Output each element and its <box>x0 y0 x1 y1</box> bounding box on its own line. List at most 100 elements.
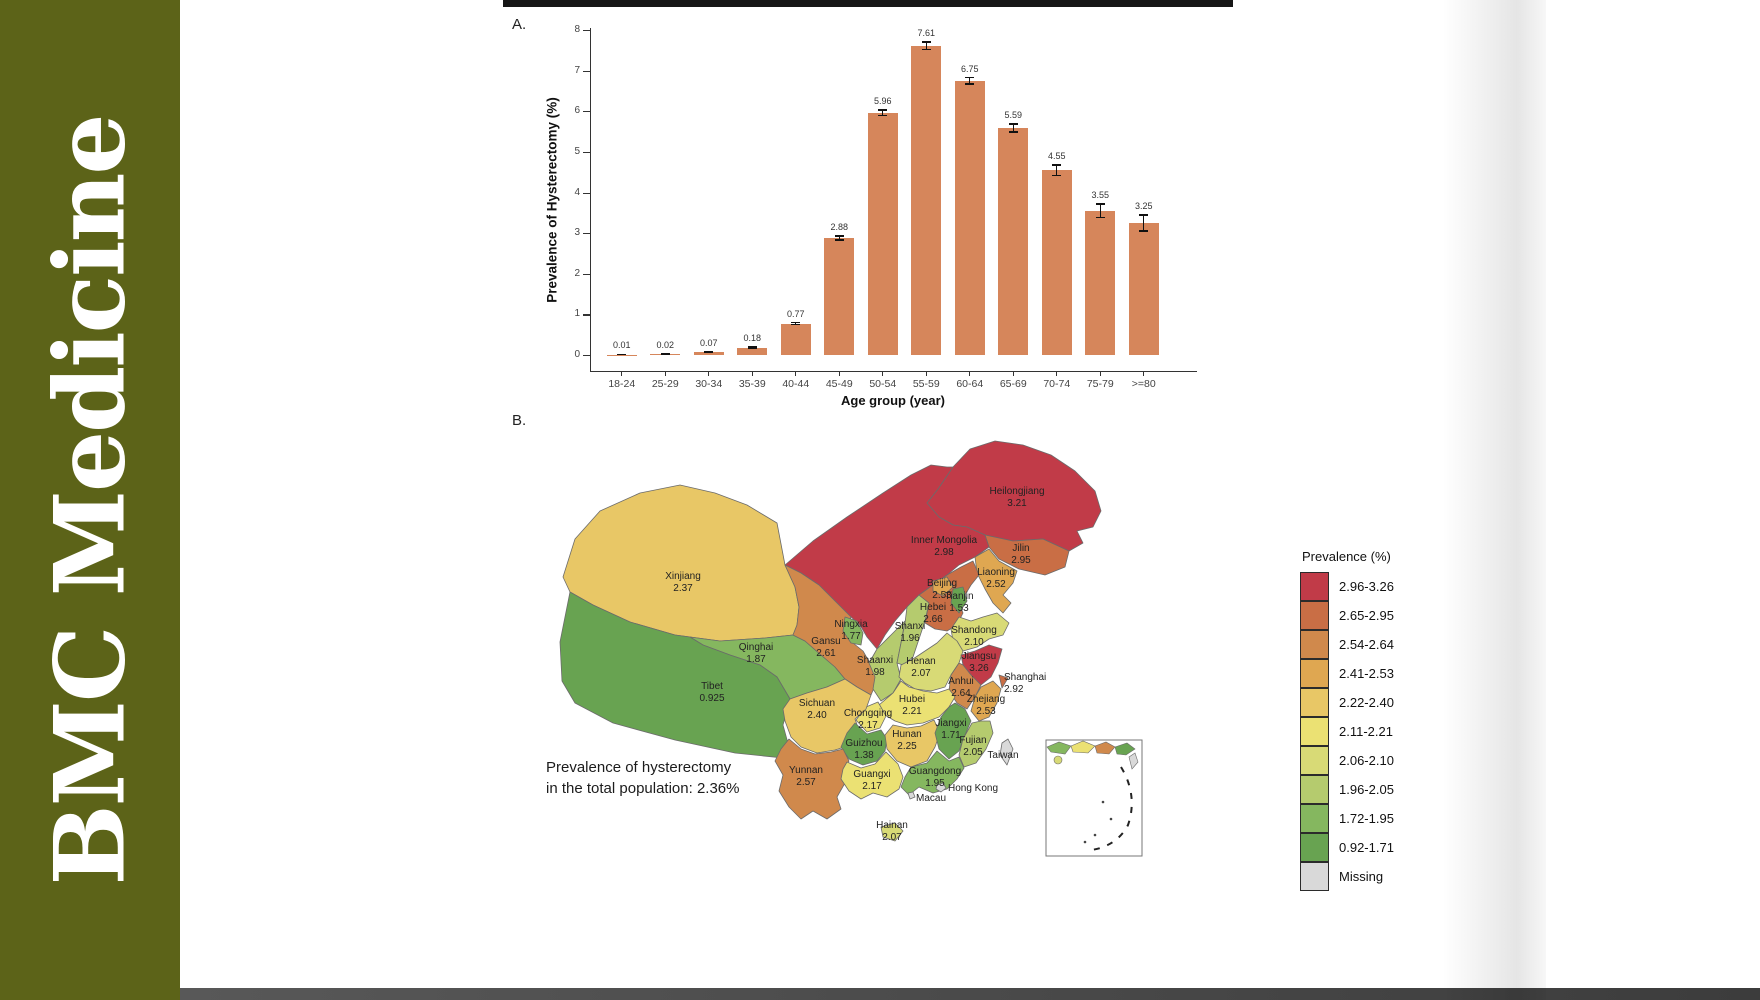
bar-value-label: 5.59 <box>1004 109 1023 120</box>
region-name-label: Sichuan <box>799 698 835 709</box>
inset-islands <box>1083 800 1113 844</box>
y-tick <box>583 314 590 316</box>
south-china-sea-inset <box>1045 739 1143 857</box>
x-category-label: 18-24 <box>608 378 636 390</box>
map-legend: Prevalence (%) 2.96-3.26 2.65-2.95 2.54-2.… <box>1300 549 1394 891</box>
error-bar-cap-bottom <box>747 347 757 350</box>
y-tick-label: 7 <box>574 64 580 76</box>
y-tick <box>583 192 590 194</box>
region-name-label: Xinjiang <box>665 571 701 582</box>
region-name-label: Hainan <box>876 820 908 831</box>
error-bar-cap-bottom <box>1008 131 1018 133</box>
region-value-label: 0.925 <box>699 693 724 704</box>
y-tick <box>583 233 590 235</box>
y-tick <box>583 273 590 275</box>
x-tick <box>1056 371 1058 376</box>
region-value-label: 2.37 <box>673 583 693 594</box>
region-value-label: 2.10 <box>964 637 984 648</box>
region-value-label: 2.07 <box>882 832 902 843</box>
error-bar-cap-top <box>704 350 714 353</box>
region-name-label: Shaanxi <box>857 655 893 666</box>
bar-value-label: 5.96 <box>873 96 892 107</box>
region-value-label: 2.57 <box>796 777 816 788</box>
region-value-label: 2.07 <box>911 668 931 679</box>
error-bar-cap-top <box>965 76 975 79</box>
x-tick <box>925 371 927 376</box>
legend-label: 0.92-1.71 <box>1339 840 1394 855</box>
x-axis-line <box>590 371 1197 373</box>
bar-value-label: 0.77 <box>786 308 805 319</box>
x-category-label: 50-54 <box>869 378 897 390</box>
x-tick <box>621 371 623 376</box>
y-tick-label: 6 <box>574 105 580 117</box>
region-name-label: Jiangxi <box>935 718 966 729</box>
error-bar-cap-bottom <box>921 48 931 51</box>
error-bar-cap-bottom <box>834 239 844 241</box>
bar-35-39 <box>737 347 768 355</box>
x-tick <box>838 371 840 376</box>
province-zhejiang <box>970 680 1002 722</box>
bar-value-label: 0.01 <box>612 340 631 351</box>
legend-row-2.11-2.21: 2.11-2.21 <box>1300 716 1394 746</box>
province-hunan <box>884 719 941 768</box>
legend-label: 2.96-3.26 <box>1339 579 1394 594</box>
x-category-label: 60-64 <box>956 378 984 390</box>
region-value-label: 1.98 <box>865 667 885 678</box>
region-name-label: Beijing <box>927 578 957 589</box>
page-edge-top <box>503 0 1233 7</box>
x-category-label: 25-29 <box>651 378 679 390</box>
legend-row-2.06-2.10: 2.06-2.10 <box>1300 745 1394 775</box>
region-value-label: 2.52 <box>986 579 1006 590</box>
y-tick-label: 1 <box>574 308 580 320</box>
legend-label: 2.22-2.40 <box>1339 695 1394 710</box>
error-bar-cap-bottom <box>617 354 627 356</box>
province-macau <box>907 791 916 800</box>
province-beijing <box>932 576 954 597</box>
bar-value-label: 0.07 <box>699 337 718 348</box>
legend-swatch <box>1300 832 1329 862</box>
legend-swatch <box>1300 803 1329 833</box>
province-guizhou <box>840 722 888 766</box>
x-category-label: 70-74 <box>1043 378 1071 390</box>
y-tick-label: 0 <box>574 349 580 360</box>
inset-hainan <box>1053 755 1063 765</box>
province-jilin <box>984 534 1070 576</box>
region-name-label: Anhui <box>948 676 974 687</box>
legend-row-0.92-1.71: 0.92-1.71 <box>1300 832 1394 862</box>
inset-coast-orange <box>1094 741 1116 755</box>
region-name-label: Fujian <box>959 735 986 746</box>
map-caption-line2: in the total population: 2.36% <box>546 780 740 797</box>
legend-swatch <box>1300 774 1329 804</box>
y-tick <box>583 70 590 72</box>
x-tick <box>882 371 884 376</box>
bar-75-79 <box>1085 210 1116 355</box>
map-caption-line1: Prevalence of hysterectomy <box>546 759 732 776</box>
region-value-label: 2.17 <box>858 720 878 731</box>
error-bar-cap-top <box>1052 164 1062 166</box>
legend-label: 2.65-2.95 <box>1339 608 1394 623</box>
region-name-label: Shanghai <box>1004 672 1046 683</box>
legend-label: 2.06-2.10 <box>1339 753 1394 768</box>
region-value-label: 1.77 <box>841 631 861 642</box>
region-value-label: 2.95 <box>1011 555 1031 566</box>
x-category-label: 65-69 <box>999 378 1027 390</box>
province-guangxi <box>840 751 904 800</box>
region-value-label: 2.66 <box>923 614 943 625</box>
region-value-label: 2.53 <box>932 590 952 601</box>
x-tick <box>795 371 797 376</box>
bar-60-64 <box>954 80 985 355</box>
error-bar-line <box>969 77 971 85</box>
x-tick <box>1012 371 1014 376</box>
y-tick-label: 8 <box>574 24 580 35</box>
error-bar-line <box>1056 164 1058 176</box>
y-axis-line <box>590 28 592 371</box>
y-tick-label: 4 <box>574 186 580 198</box>
x-category-label: 35-39 <box>738 378 766 390</box>
error-bar-cap-bottom <box>660 353 670 356</box>
region-name-label: Shandong <box>951 625 997 636</box>
province-hong-kong <box>935 782 947 793</box>
x-tick <box>969 371 971 376</box>
bar-value-label: 7.61 <box>917 28 936 39</box>
region-name-label: Tibet <box>701 681 723 692</box>
y-tick <box>583 355 590 357</box>
